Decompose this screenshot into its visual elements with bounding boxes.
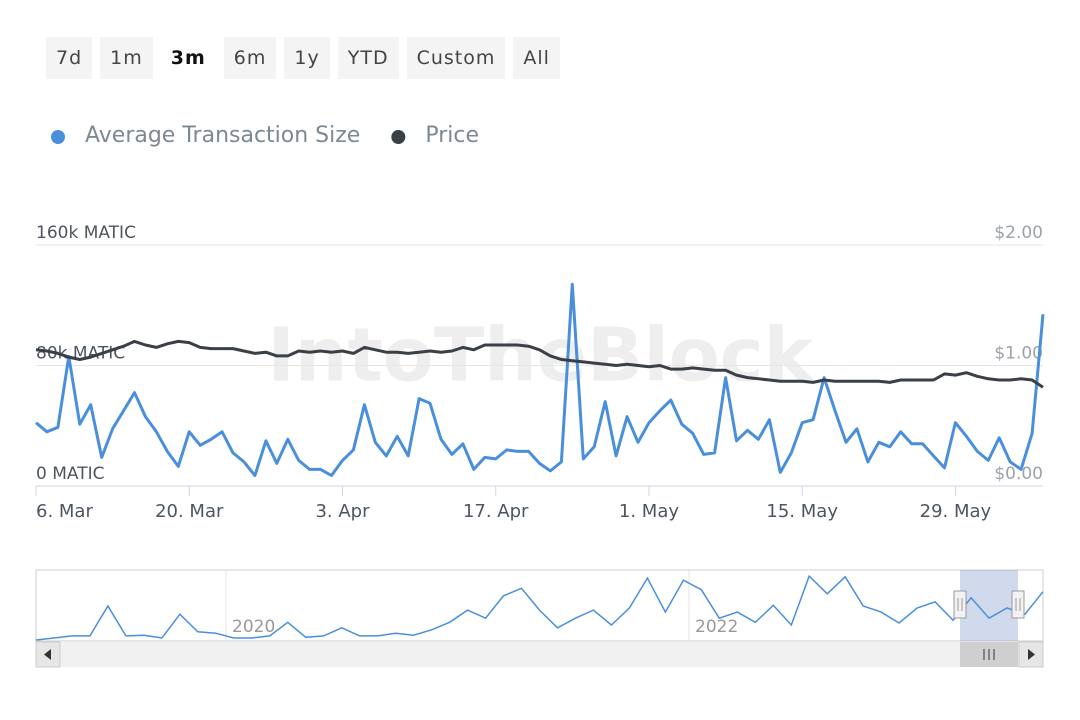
range-button[interactable]: All (513, 37, 560, 79)
navigator-frame (35, 569, 1044, 642)
range-button[interactable]: 7d (46, 37, 93, 79)
navigator-label: 2020 (232, 617, 275, 637)
navigator-handle[interactable] (1011, 590, 1025, 619)
x-tick-label: 1. May (619, 501, 679, 522)
series-line (35, 339, 1044, 389)
range-button[interactable]: 1y (284, 37, 330, 79)
legend-marker (391, 130, 406, 144)
scroll-right[interactable] (1018, 641, 1044, 668)
x-tick-label: 29. May (920, 501, 992, 522)
y-tick-label: 160k MATIC (36, 223, 136, 243)
y-tick-label: 80k MATIC (36, 344, 125, 364)
range-button[interactable]: 1m (100, 37, 153, 79)
y2-tick-label: $1.00 (994, 344, 1043, 364)
range-button[interactable]: 3m (160, 37, 216, 79)
navigator-handle[interactable] (953, 590, 967, 619)
x-tick-label: 17. Apr (463, 501, 529, 522)
thumb-grip (983, 649, 995, 660)
scrollbar-track (36, 642, 1043, 667)
series-line (35, 282, 1045, 477)
x-tick-label: 6. Mar (36, 501, 93, 522)
handle-grip (1015, 598, 1021, 611)
range-button[interactable]: YTD (337, 37, 399, 79)
x-tick-label: 15. May (766, 501, 838, 522)
legend-marker (51, 130, 65, 144)
x-tick-label: 3. Apr (315, 501, 370, 522)
legend-label[interactable]: Average Transaction Size (85, 123, 360, 148)
y2-tick-label: $2.00 (994, 223, 1043, 243)
x-tick-label: 20. Mar (155, 501, 224, 522)
navigator-line (35, 574, 1044, 641)
handle-grip (957, 598, 963, 611)
y-tick-label: 0 MATIC (36, 464, 104, 484)
navigator-selection (960, 570, 1018, 641)
navigator-label: 2022 (695, 617, 738, 637)
y2-tick-label: $0.00 (994, 464, 1043, 484)
arrow-left (44, 649, 51, 660)
range-selector: 7d 1m 3m 6m 1y YTD Custom All (46, 37, 560, 79)
arrow-right (1028, 649, 1035, 660)
watermark: IntoTheBlock (267, 313, 814, 399)
range-button[interactable]: 6m (223, 37, 277, 79)
legend-label[interactable]: Price (425, 123, 479, 148)
range-button[interactable]: Custom (406, 37, 506, 79)
